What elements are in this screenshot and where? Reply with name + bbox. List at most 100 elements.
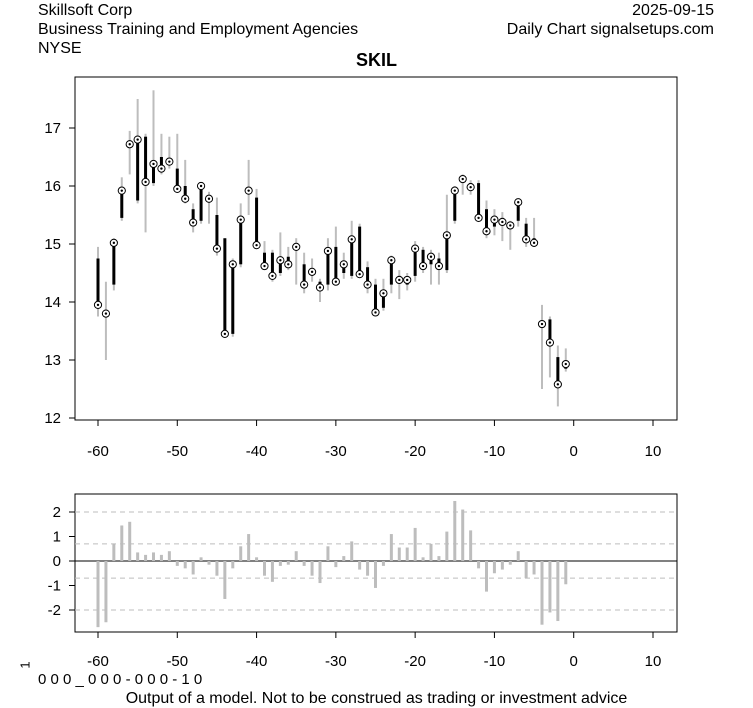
price-close-dot: [366, 283, 369, 286]
price-close-dot: [421, 264, 425, 268]
price-x-tick-label: -10: [484, 443, 506, 460]
price-close-dot: [223, 332, 227, 336]
price-close-dot: [374, 311, 377, 314]
price-close-dot: [350, 238, 353, 241]
signal-y-tick-label: 2: [53, 504, 61, 521]
price-close-dot: [445, 234, 449, 237]
price-x-tick-label: -30: [325, 443, 347, 460]
company-name: Skillsoft Corp: [38, 2, 133, 19]
price-close-dot: [318, 286, 322, 289]
price-close-dot: [509, 224, 512, 227]
signal-x-tick-label: -50: [166, 653, 188, 670]
price-close-dot: [485, 230, 488, 233]
price-x-tick-label: -20: [404, 443, 426, 460]
price-close-dot: [168, 160, 171, 163]
price-close-dot: [295, 245, 298, 249]
price-close-dot: [239, 218, 242, 221]
industry-label: Business Training and Employment Agencie…: [38, 21, 359, 38]
price-close-dot: [477, 216, 480, 220]
price-close-dot: [152, 162, 155, 166]
chart-source: Daily Chart signalsetups.com: [506, 21, 714, 38]
price-x-tick-label: -40: [246, 443, 268, 460]
price-y-tick-label: 13: [44, 352, 61, 369]
signal-x-tick-label: -60: [87, 653, 109, 670]
price-y-tick-label: 16: [44, 178, 61, 195]
footer-code: 0 0 0 _ 0 0 0 - 0 0 0 - 1 0: [38, 671, 203, 688]
price-close-dot: [540, 322, 544, 326]
signal-y-tick-label: -2: [48, 602, 61, 619]
price-close-dot: [548, 341, 552, 344]
price-close-dot: [469, 185, 472, 189]
price-close-dot: [437, 264, 441, 268]
price-plot-frame: [74, 76, 678, 421]
signal-y-tick-label: 0: [53, 553, 61, 570]
price-x-tick-label: -60: [87, 443, 109, 460]
price-close-dot: [556, 383, 560, 386]
price-close-dot: [271, 274, 274, 278]
price-close-dot: [453, 189, 456, 192]
signal-panel: 210-1-2-60 -50 -40 -30 -20 -10 0 10: [48, 493, 678, 670]
price-close-dot: [191, 221, 195, 224]
price-close-dot: [96, 303, 100, 307]
price-x-tick-label: -50: [166, 443, 188, 460]
chart-title: SKIL: [355, 50, 397, 70]
price-close-dot: [532, 241, 536, 245]
price-close-dot: [215, 247, 219, 250]
price-y-tick-label: 12: [44, 410, 61, 427]
price-close-dot: [263, 264, 266, 268]
price-y-tick-label: 15: [44, 236, 61, 253]
price-close-dot: [207, 197, 211, 200]
price-close-dot: [390, 259, 393, 262]
signal-x-tick-label: 10: [645, 653, 662, 670]
price-close-dot: [120, 189, 123, 192]
signal-plot-frame: [74, 493, 678, 633]
price-close-dot: [326, 249, 330, 253]
price-close-dot: [564, 362, 567, 366]
price-close-dot: [493, 218, 496, 221]
price-close-dot: [302, 283, 306, 286]
footer-side-mark: 1: [17, 661, 33, 669]
signal-x-tick-label: -40: [246, 653, 268, 670]
price-close-dot: [501, 220, 504, 224]
exchange-label: NYSE: [38, 40, 82, 57]
price-x-tick-label: 0: [570, 443, 578, 460]
signal-x-tick-label: -30: [325, 653, 347, 670]
price-close-dot: [517, 201, 520, 204]
chart-date: 2025-09-15: [632, 2, 714, 19]
price-close-dot: [310, 270, 314, 274]
price-x-tick-label: 10: [645, 443, 662, 460]
price-close-dot: [358, 272, 361, 276]
signal-x-tick-label: -10: [484, 653, 506, 670]
price-close-dot: [287, 263, 290, 266]
price-close-dot: [413, 247, 417, 250]
signal-y-tick-label: -1: [48, 578, 61, 595]
price-close-dot: [112, 241, 116, 245]
price-close-dot: [429, 255, 433, 258]
price-close-dot: [184, 197, 187, 200]
price-close-dot: [334, 280, 338, 283]
price-close-dot: [199, 184, 203, 188]
price-close-dot: [247, 189, 250, 192]
signal-x-tick-label: 0: [570, 653, 578, 670]
price-close-dot: [382, 292, 385, 295]
price-close-dot: [524, 238, 528, 241]
price-close-dot: [342, 263, 345, 266]
price-close-dot: [104, 312, 108, 315]
price-close-dot: [279, 259, 282, 262]
price-close-dot: [398, 278, 401, 282]
price-panel: 12 13 14 15 16 17 -60 -50 -40 -30 -20 -10 0 10: [44, 76, 678, 460]
price-close-dot: [406, 278, 409, 282]
disclaimer: Output of a model. Not to be construed a…: [125, 690, 628, 707]
price-close-dot: [255, 243, 258, 247]
price-close-dot: [461, 177, 464, 181]
signal-x-tick-label: -20: [404, 653, 426, 670]
price-y-tick-label: 14: [44, 294, 61, 311]
price-close-dot: [231, 263, 234, 266]
price-y-tick-label: 17: [44, 120, 61, 137]
price-close-dot: [136, 138, 139, 141]
price-close-dot: [144, 180, 147, 184]
price-close-dot: [176, 187, 179, 191]
price-close-dot: [160, 167, 163, 170]
signal-y-tick-label: 1: [53, 529, 61, 546]
